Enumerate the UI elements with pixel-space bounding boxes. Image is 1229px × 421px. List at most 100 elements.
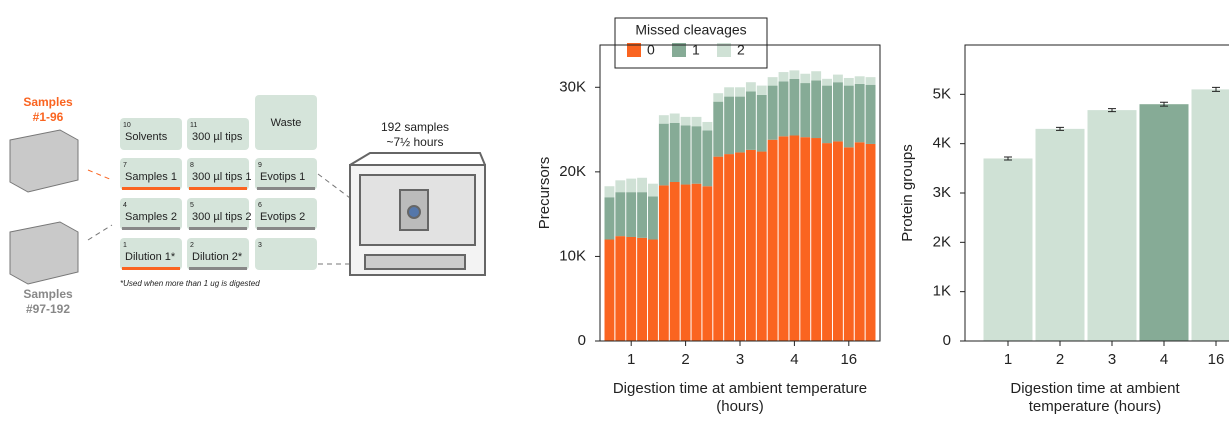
bar-segment [605, 197, 615, 239]
y-tick-label: 0 [943, 332, 951, 349]
deck-slot [255, 238, 317, 270]
bar-segment [779, 136, 789, 341]
x-tick-label: 3 [1108, 351, 1116, 368]
bar-segment [746, 92, 756, 150]
bar-segment [844, 78, 854, 86]
slot-label: Samples 2 [125, 211, 177, 223]
bar-segment [800, 137, 810, 341]
bar-segment [855, 76, 865, 84]
x-tick-label: 4 [1160, 351, 1168, 368]
bar-segment [735, 87, 745, 96]
slot-number: 4 [123, 202, 127, 209]
bar-segment [768, 140, 778, 341]
slot-number: 6 [258, 202, 262, 209]
robot-label: ~7½ hours [386, 135, 443, 149]
x-tick-label: 3 [736, 351, 744, 368]
slot-number: 11 [190, 122, 197, 129]
slot-number: 2 [190, 242, 194, 249]
bar-segment [735, 152, 745, 341]
bar-segment [844, 147, 854, 341]
slot-stripe [189, 187, 247, 190]
bar-segment [659, 185, 669, 341]
slot-number: 8 [190, 162, 194, 169]
bar-segment [724, 154, 734, 341]
bar-segment [789, 135, 799, 341]
bar-segment [757, 152, 767, 341]
bar-segment [779, 81, 789, 136]
bar-segment [735, 97, 745, 153]
bar-segment [605, 186, 615, 197]
bar-segment [670, 182, 680, 341]
bar-segment [626, 192, 636, 237]
x-tick-label: 4 [790, 351, 798, 368]
bar-segment [626, 237, 636, 341]
bar-segment [811, 138, 821, 341]
bar-segment [615, 192, 625, 236]
x-tick-label: 2 [1056, 351, 1064, 368]
source-label: Samples#1-96 [23, 95, 73, 124]
bar-segment [844, 86, 854, 148]
bar-segment [681, 117, 691, 125]
bar-segment [833, 75, 843, 83]
y-tick-label: 2K [933, 233, 951, 250]
y-tick-label: 20K [559, 163, 586, 180]
bar-segment [713, 102, 723, 157]
y-axis-label: Protein groups [899, 144, 916, 242]
bar-segment [659, 124, 669, 186]
slot-label: Dilution 2* [192, 251, 243, 263]
y-tick-label: 10K [559, 247, 586, 264]
note: *Used when more than 1 ug is digested [120, 279, 260, 288]
bar-segment [702, 186, 712, 341]
y-tick-label: 3K [933, 184, 951, 201]
bar-segment [648, 196, 658, 239]
y-axis-label: Precursors [536, 157, 553, 230]
bar-segment [746, 150, 756, 341]
x-tick-label: 1 [1004, 351, 1012, 368]
slot-stripe [257, 187, 315, 190]
slot-number: 5 [190, 202, 194, 209]
slot-stripe [257, 227, 315, 230]
y-tick-label: 0 [578, 332, 586, 349]
bar [984, 158, 1033, 341]
bar-segment [713, 93, 723, 101]
bar-segment [789, 79, 799, 136]
bar-segment [822, 86, 832, 144]
bar-segment [702, 130, 712, 186]
bar-segment [615, 236, 625, 341]
y-tick-label: 4K [933, 135, 951, 152]
figure: Samples#1-96Samples#97-19210Solvents1130… [0, 0, 1229, 421]
bar-segment [670, 123, 680, 182]
bar-segment [681, 185, 691, 341]
bar-segment [724, 87, 734, 96]
bar-segment [833, 141, 843, 341]
bar-segment [648, 184, 658, 197]
bar-segment [833, 82, 843, 141]
x-tick-label: 16 [1208, 351, 1225, 368]
bar-segment [768, 86, 778, 140]
slot-number: 10 [123, 122, 131, 129]
legend-title: Missed cleavages [635, 22, 746, 38]
bar [1088, 110, 1137, 341]
bar-segment [713, 157, 723, 341]
bar-segment [637, 192, 647, 238]
bar-segment [757, 95, 767, 152]
bar-segment [637, 238, 647, 341]
bar-segment [757, 86, 767, 95]
legend-label: 0 [647, 42, 655, 58]
x-tick-label: 16 [840, 351, 857, 368]
bar-segment [866, 85, 876, 144]
robot [350, 153, 485, 275]
slot-stripe [189, 227, 247, 230]
bar-segment [681, 125, 691, 184]
slot-stripe [189, 267, 247, 270]
slot-label: Solvents [125, 131, 168, 143]
x-axis-label: Digestion time at ambient temperature (h… [600, 380, 880, 416]
slot-stripe [122, 267, 180, 270]
bar-segment [811, 81, 821, 139]
bar-segment [866, 77, 876, 85]
slot-stripe [122, 187, 180, 190]
robot-label: 192 samples [381, 120, 449, 134]
bar-segment [659, 115, 669, 123]
slot-label: 300 µl tips 1 [192, 171, 252, 183]
bar-segment [800, 83, 810, 137]
